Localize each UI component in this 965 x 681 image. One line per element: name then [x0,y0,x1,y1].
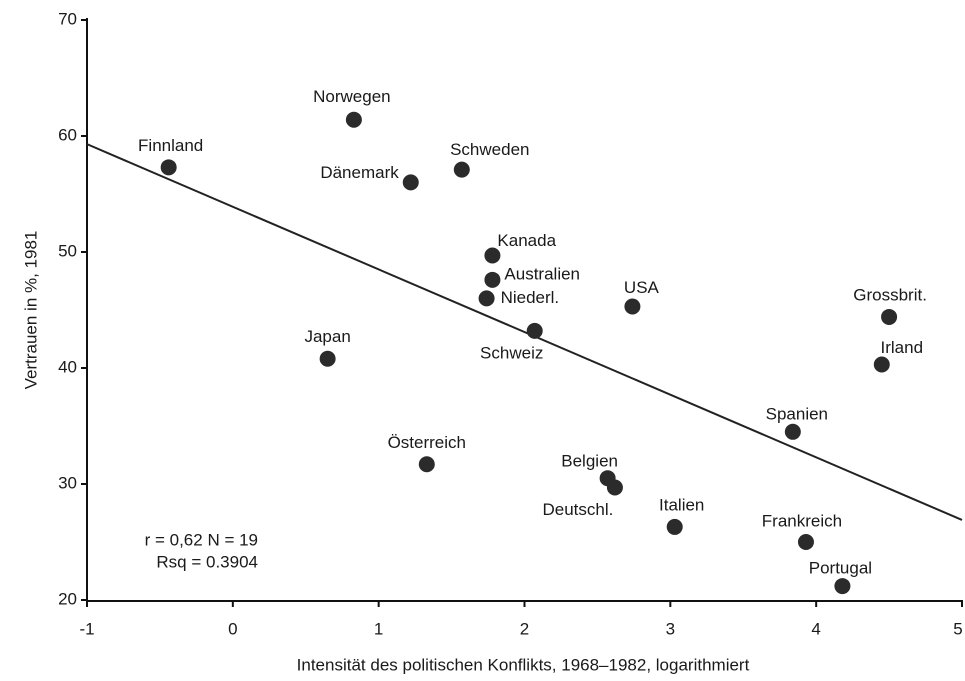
point [484,247,501,264]
point [478,290,495,307]
point [160,159,177,176]
point [797,534,814,550]
x-tick-label: 2 [520,619,529,638]
x-tick-label: 0 [228,619,237,638]
regression-line [86,143,963,521]
point [881,308,898,325]
x-tick-label: -1 [79,619,94,638]
x-axis-label: Intensität des politischen Konflikts, 19… [297,655,750,674]
y-tick-label: 20 [58,589,77,608]
point-label: Portugal [809,559,872,578]
point [606,479,623,496]
point-label: Italien [659,495,704,514]
point [624,298,641,315]
y-tick-label: 50 [58,241,77,260]
x-tick-label: 5 [953,619,962,638]
point-label: Schweiz [480,343,543,362]
point-label: Norwegen [313,87,391,106]
point-label: Belgien [561,452,618,471]
y-tick-label: 70 [58,9,77,28]
point-label: Finnland [138,136,203,155]
point [453,161,470,178]
point-label: Dänemark [320,163,399,182]
point [834,578,851,595]
point [319,350,336,367]
y-tick-label: 30 [58,473,77,492]
point-label: USA [624,278,660,297]
x-tick-label: 4 [811,619,820,638]
point [873,356,890,373]
point [345,111,362,128]
x-tick-label: 3 [666,619,675,638]
point-label: Deutschl. [542,500,613,519]
point-label: Irland [881,338,924,357]
point [418,456,435,473]
point [402,174,419,191]
annotation: r = 0,62 N = 19 [145,530,258,549]
point-label: Japan [304,327,350,346]
point-label: Niederl. [501,288,560,307]
point [784,423,801,440]
point [526,322,543,339]
y-tick-label: 40 [58,357,77,376]
y-axis-label: Vertrauen in %, 1981 [21,231,40,390]
point-label: Australien [504,264,580,283]
y-tick-label: 60 [58,125,77,144]
point-label: Kanada [497,231,556,250]
point [666,518,683,535]
x-tick-label: 1 [374,619,383,638]
point [484,271,501,288]
point-label: Österreich [388,433,466,452]
annotation: Rsq = 0.3904 [156,552,258,571]
point-label: Frankreich [762,511,842,530]
point-label: Spanien [766,404,828,423]
point-label: Schweden [450,140,529,159]
point-label: Grossbrit. [853,285,927,304]
